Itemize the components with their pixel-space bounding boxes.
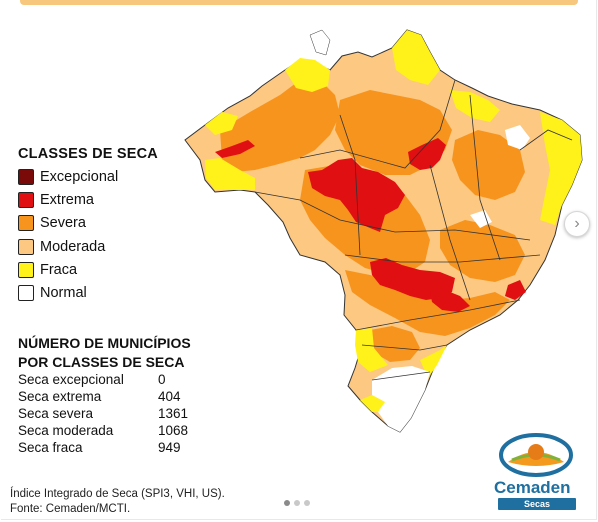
count-label: Seca fraca xyxy=(18,440,83,455)
legend-label: Normal xyxy=(40,285,87,301)
legend-swatch xyxy=(18,262,34,278)
logo-name: Cemaden xyxy=(494,478,571,497)
count-value: 404 xyxy=(158,389,181,404)
carousel-dot[interactable] xyxy=(294,500,300,506)
count-row-extrema: Seca extrema 404 xyxy=(18,389,181,404)
extrema-region-tocantins xyxy=(408,138,446,170)
severa-region-south xyxy=(370,326,420,362)
extrema-region-acre xyxy=(215,140,255,158)
legend-item-moderada: Moderada xyxy=(18,238,105,256)
count-label: Seca extrema xyxy=(18,389,102,404)
fraca-region-amapa xyxy=(392,30,440,85)
legend-label: Fraca xyxy=(40,262,78,278)
legend-item-fraca: Fraca xyxy=(18,261,77,279)
count-row-excepcional: Seca excepcional 0 xyxy=(18,372,166,387)
fraca-region-east-coast xyxy=(540,112,582,225)
normal-region-bahia xyxy=(470,210,492,228)
carousel-dot[interactable] xyxy=(284,500,290,506)
footer-source: Fonte: Cemaden/MCTI. xyxy=(10,503,131,515)
severa-region-north xyxy=(220,80,340,172)
count-value: 0 xyxy=(158,372,166,387)
count-value: 1068 xyxy=(158,423,189,438)
fraca-region-parana xyxy=(355,328,388,372)
fraca-region-north-coast xyxy=(450,90,500,122)
normal-region-rio-grande-sul xyxy=(372,366,430,432)
carousel-next-button[interactable]: › xyxy=(564,211,590,237)
count-row-fraca: Seca fraca 949 xyxy=(18,440,181,455)
legend-swatch xyxy=(18,285,34,301)
cemaden-eye-logo-icon xyxy=(499,433,573,477)
legend-item-normal: Normal xyxy=(18,284,87,302)
severa-region-east xyxy=(440,220,525,282)
extrema-region-sao-paulo xyxy=(430,290,470,312)
extrema-region-rio xyxy=(505,280,526,300)
severa-region-northeast xyxy=(452,130,525,200)
legend-title: CLASSES DE SECA xyxy=(18,146,158,162)
footer-method: Índice Integrado de Seca (SPI3, VHI, US)… xyxy=(10,488,225,500)
chevron-right-icon: › xyxy=(574,215,580,232)
legend-item-excepcional: Excepcional xyxy=(18,168,118,186)
count-value: 949 xyxy=(158,440,181,455)
count-value: 1361 xyxy=(158,406,189,421)
legend-label: Severa xyxy=(40,215,86,231)
fraca-region-acre xyxy=(205,158,255,190)
normal-region-amazonas xyxy=(309,29,331,56)
legend-label: Moderada xyxy=(40,239,106,255)
carousel-dot[interactable] xyxy=(304,500,310,506)
top-bar xyxy=(20,0,578,5)
logo-badge: Secas xyxy=(498,498,576,510)
legend-label: Extrema xyxy=(40,192,94,208)
count-label: Seca severa xyxy=(18,406,94,421)
fraca-region-south-coast xyxy=(420,345,447,378)
legend-label: Excepcional xyxy=(40,169,119,185)
legend-swatch xyxy=(18,215,34,231)
carousel-dots xyxy=(284,500,310,506)
counts-title-line2: POR CLASSES DE SECA xyxy=(18,354,185,370)
count-row-severa: Seca severa 1361 xyxy=(18,406,188,421)
fraca-region-northwest xyxy=(205,112,238,135)
legend-swatch xyxy=(18,169,34,185)
legend-item-extrema: Extrema xyxy=(18,191,94,209)
count-row-moderada: Seca moderada 1068 xyxy=(18,423,188,438)
legend-swatch xyxy=(18,239,34,255)
count-label: Seca moderada xyxy=(18,423,114,438)
legend-swatch xyxy=(18,192,34,208)
legend-item-severa: Severa xyxy=(18,214,86,232)
normal-region-northeast xyxy=(505,125,530,150)
fraca-region-rio-grande xyxy=(360,395,385,412)
count-label: Seca excepcional xyxy=(18,372,124,387)
extrema-region-goias-minas xyxy=(370,258,455,300)
counts-title-line1: NÚMERO DE MUNICÍPIOS xyxy=(18,335,191,351)
fraca-region-roraima xyxy=(285,58,330,92)
